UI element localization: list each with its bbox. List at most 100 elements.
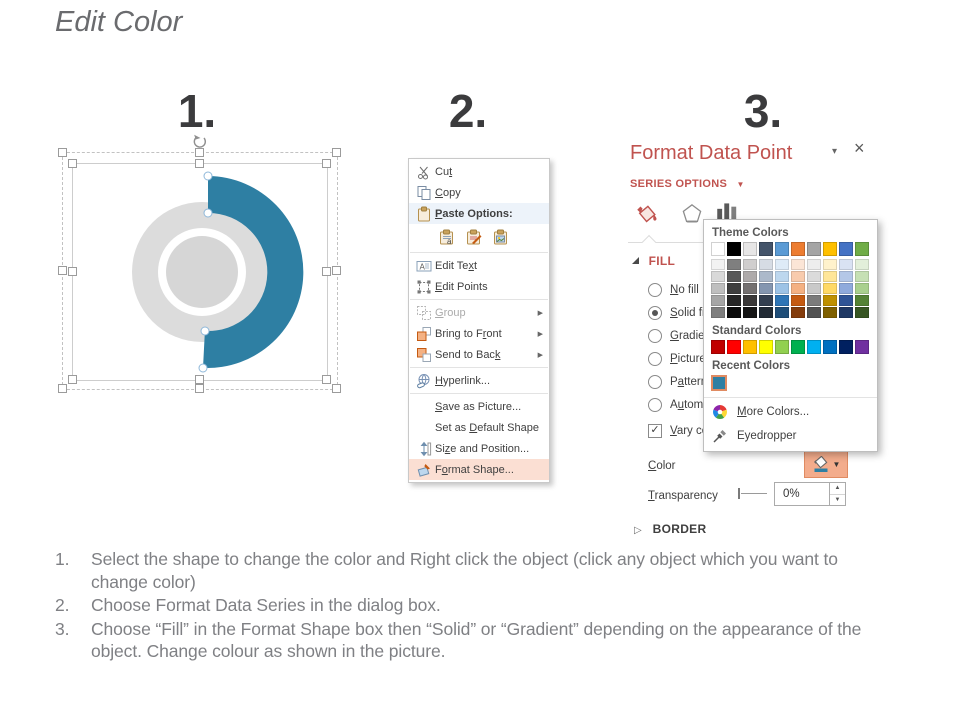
theme-variant-swatch[interactable] [807,307,821,318]
spin-down-icon[interactable]: ▼ [834,496,841,503]
menu-item-cut[interactable]: Cut [409,161,549,182]
paste-formatting-icon[interactable] [464,227,484,247]
theme-variant-swatch[interactable] [775,259,789,270]
theme-variant-swatch[interactable] [711,307,725,318]
theme-variant-swatch[interactable] [791,283,805,294]
theme-variant-swatch[interactable] [759,307,773,318]
menu-item-set-as-default-shape[interactable]: Set as Default Shape [409,417,549,438]
inner-selection-handle[interactable] [195,375,204,384]
theme-variant-swatch[interactable] [711,283,725,294]
standard-color-swatch[interactable] [759,340,773,354]
fill-color-button[interactable]: ▼ [804,450,848,478]
inner-selection-handle[interactable] [322,375,331,384]
fill-option-solid-fill[interactable]: Solid fill [648,301,772,324]
theme-variant-swatch[interactable] [839,307,853,318]
theme-variant-swatch[interactable] [775,295,789,306]
paste-picture-icon[interactable] [491,227,511,247]
theme-variant-swatch[interactable] [775,271,789,282]
theme-variant-swatch[interactable] [855,271,869,282]
menu-item-bring-to-front[interactable]: Bring to Front ▶ [409,323,549,344]
menu-item-size-and-position[interactable]: Size and Position... [409,438,549,459]
radio-button[interactable] [648,374,662,389]
transparency-slider-thumb[interactable] [738,488,740,499]
theme-color-swatch[interactable] [727,242,741,256]
standard-color-swatch[interactable] [823,340,837,354]
inner-selection-handle[interactable] [195,159,204,168]
series-options-tab[interactable] [714,198,740,224]
inner-selection-handle[interactable] [322,267,331,276]
theme-color-swatch[interactable] [823,242,837,256]
fill-section-header[interactable]: FILL [632,254,675,268]
theme-color-swatch[interactable] [711,242,725,256]
effects-tab[interactable] [678,200,706,228]
theme-variant-swatch[interactable] [839,295,853,306]
theme-color-swatch[interactable] [775,242,789,256]
outer-selection-handle[interactable] [58,266,67,275]
series-options-dropdown[interactable]: SERIES OPTIONS ▼ [630,178,745,190]
theme-variant-swatch[interactable] [775,307,789,318]
menu-item-copy[interactable]: Copy [409,182,549,203]
theme-variant-swatch[interactable] [807,295,821,306]
theme-variant-swatch[interactable] [839,259,853,270]
outer-selection-handle[interactable] [332,266,341,275]
inner-selection-handle[interactable] [68,375,77,384]
more-colors-item[interactable]: More Colors... [704,400,877,424]
donut-chart[interactable] [62,152,338,390]
standard-color-swatch[interactable] [791,340,805,354]
arc-adjust-handles[interactable] [198,171,213,373]
checkbox[interactable]: ✓ [648,423,662,438]
theme-variant-swatch[interactable] [791,271,805,282]
theme-variant-swatch[interactable] [727,259,741,270]
theme-variant-swatch[interactable] [711,271,725,282]
inner-selection-handle[interactable] [68,267,77,276]
standard-color-swatch[interactable] [807,340,821,354]
outer-selection-handle[interactable] [332,384,341,393]
transparency-slider-track[interactable] [741,493,767,494]
menu-item-send-to-back[interactable]: Send to Back ▶ [409,344,549,365]
fill-option-pattern-fill[interactable]: Pattern fill [648,370,772,393]
radio-button[interactable] [648,328,662,343]
theme-variant-swatch[interactable] [791,295,805,306]
spinbox-steppers[interactable]: ▲ ▼ [829,483,845,505]
fill-option-no-fill[interactable]: No fill [648,278,772,301]
menu-item-format-shape[interactable]: Format Shape... [409,459,549,480]
outer-selection-handle[interactable] [195,148,204,157]
standard-color-swatch[interactable] [839,340,853,354]
standard-color-swatch[interactable] [855,340,869,354]
theme-variant-swatch[interactable] [807,271,821,282]
theme-variant-swatch[interactable] [775,283,789,294]
theme-variant-swatch[interactable] [711,295,725,306]
radio-button[interactable] [648,282,662,297]
theme-variant-swatch[interactable] [855,307,869,318]
theme-variant-swatch[interactable] [759,295,773,306]
theme-variant-swatch[interactable] [743,295,757,306]
theme-color-swatch[interactable] [791,242,805,256]
theme-variant-swatch[interactable] [743,259,757,270]
paste-keep-text-icon[interactable]: a [437,227,457,247]
theme-color-swatch[interactable] [743,242,757,256]
radio-button[interactable] [648,351,662,366]
theme-variant-swatch[interactable] [727,307,741,318]
theme-color-swatch[interactable] [807,242,821,256]
theme-variant-swatch[interactable] [743,307,757,318]
theme-variant-swatch[interactable] [807,283,821,294]
theme-variant-swatch[interactable] [743,283,757,294]
pane-collapse-button[interactable]: ▾ [832,146,838,157]
eyedropper-item[interactable]: Eyedropper [704,424,877,448]
theme-variant-swatch[interactable] [823,295,837,306]
theme-variant-swatch[interactable] [855,295,869,306]
menu-item-save-as-picture[interactable]: Save as Picture... [409,396,549,417]
theme-variant-swatch[interactable] [759,283,773,294]
theme-variant-swatch[interactable] [823,283,837,294]
radio-button[interactable] [648,397,662,412]
theme-variant-swatch[interactable] [823,307,837,318]
selected-arc-segment[interactable] [203,176,304,368]
theme-color-swatch[interactable] [759,242,773,256]
standard-color-swatch[interactable] [743,340,757,354]
theme-variant-swatch[interactable] [823,271,837,282]
outer-selection-handle[interactable] [195,384,204,393]
fill-line-tab[interactable] [634,200,662,228]
theme-variant-swatch[interactable] [743,271,757,282]
menu-item-paste-options[interactable]: Paste Options: [409,203,549,224]
theme-variant-swatch[interactable] [791,259,805,270]
